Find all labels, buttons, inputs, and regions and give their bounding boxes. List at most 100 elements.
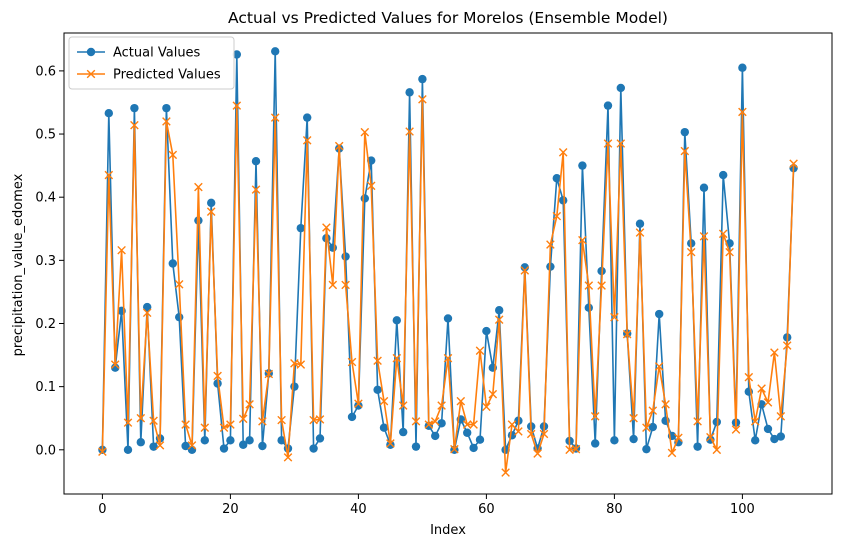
actual-point — [591, 439, 600, 448]
predicted-point — [699, 232, 709, 241]
predicted-point — [597, 281, 606, 290]
predicted-point — [290, 358, 299, 368]
legend-marker — [86, 47, 96, 57]
predicted-point — [571, 444, 581, 454]
actual-point — [104, 109, 114, 118]
x-tick-label: 60 — [478, 502, 495, 517]
predicted-point — [251, 185, 261, 194]
predicted-point — [386, 439, 395, 448]
predicted-point — [424, 420, 434, 429]
predicted-point — [168, 150, 178, 160]
predicted-point — [718, 229, 728, 239]
predicted-point — [130, 120, 139, 130]
actual-point — [642, 444, 651, 454]
predicted-point — [322, 223, 331, 232]
predicted-point — [341, 280, 350, 290]
legend-label: Predicted Values — [113, 68, 221, 83]
predicted-point — [456, 396, 466, 406]
actual-point — [373, 385, 382, 394]
predicted-point — [744, 372, 754, 382]
predicted-point — [706, 432, 715, 442]
predicted-point — [258, 417, 267, 426]
predicted-point — [226, 420, 235, 429]
actual-point — [219, 444, 229, 453]
predicted-point — [398, 401, 408, 410]
actual-point — [399, 427, 408, 437]
actual-point — [194, 216, 203, 225]
predicted-point — [117, 245, 126, 255]
predicted-point — [654, 362, 664, 371]
predicted-point — [213, 371, 222, 381]
actual-point — [443, 314, 453, 323]
actual-point — [245, 436, 254, 445]
actual-point — [207, 198, 216, 208]
predicted-point — [174, 280, 184, 289]
actual-point — [111, 363, 120, 372]
predicted-point — [482, 402, 491, 412]
predicted-point — [411, 417, 421, 426]
actual-point — [770, 434, 779, 444]
predicted-point — [776, 412, 786, 421]
predicted-point — [501, 468, 510, 477]
predicted-point — [450, 444, 459, 454]
predicted-point — [494, 315, 504, 324]
predicted-point — [712, 445, 722, 455]
predicted-point — [123, 418, 133, 427]
actual-point — [271, 47, 280, 56]
predicted-point — [680, 146, 690, 156]
actual-point — [328, 243, 337, 252]
predicted-point — [142, 308, 152, 318]
actual-point — [149, 442, 158, 451]
predicted-point — [686, 247, 696, 257]
x-tick-label: 0 — [98, 502, 106, 517]
actual-point — [629, 434, 638, 444]
actual-point — [354, 401, 363, 410]
predicted-point — [603, 139, 613, 148]
predicted-point — [430, 417, 440, 426]
predicted-point — [546, 240, 555, 249]
predicted-point — [667, 448, 677, 458]
predicted-point — [763, 398, 773, 407]
legend: Actual Values Predicted Values — [68, 36, 235, 90]
legend-box — [68, 36, 235, 90]
y-tick-label: 0.4 — [35, 191, 56, 206]
predicted-point — [200, 423, 210, 432]
predicted-point — [110, 360, 120, 369]
predicted-point — [149, 416, 158, 426]
predicted-point — [296, 360, 306, 369]
predicted-point — [635, 228, 645, 237]
predicted-point — [437, 401, 446, 410]
predicted-point — [366, 181, 376, 191]
predicted-point — [347, 357, 357, 367]
predicted-point — [392, 353, 402, 363]
actual-point — [239, 440, 248, 449]
x-tick-label: 80 — [606, 502, 623, 517]
actual-point — [431, 431, 440, 441]
predicted-point — [405, 127, 414, 136]
actual-point — [181, 441, 190, 451]
actual-point — [559, 196, 568, 205]
x-axis-label: Index — [430, 523, 466, 538]
actual-point — [418, 74, 427, 84]
actual-point — [232, 50, 241, 59]
predicted-point — [194, 182, 203, 192]
x-axis: 0 20 40 60 80 100 — [98, 494, 755, 517]
chart-title: Actual vs Predicted Values for Morelos (… — [228, 9, 668, 27]
actual-point — [635, 219, 645, 228]
predicted-point — [475, 346, 485, 355]
predicted-point — [782, 341, 792, 350]
predicted-point — [642, 423, 651, 432]
predicted-point — [693, 417, 702, 426]
predicted-point — [264, 369, 274, 379]
actual-point — [360, 194, 369, 203]
actual-point — [520, 263, 529, 272]
y-tick-label: 0.0 — [35, 443, 56, 458]
actual-point — [699, 183, 709, 192]
x-tick-label: 40 — [350, 502, 367, 517]
predicted-point — [558, 148, 568, 157]
actual-point — [315, 434, 325, 443]
predicted-point — [206, 207, 216, 217]
predicted-point — [334, 141, 344, 151]
y-tick-label: 0.6 — [35, 64, 56, 79]
